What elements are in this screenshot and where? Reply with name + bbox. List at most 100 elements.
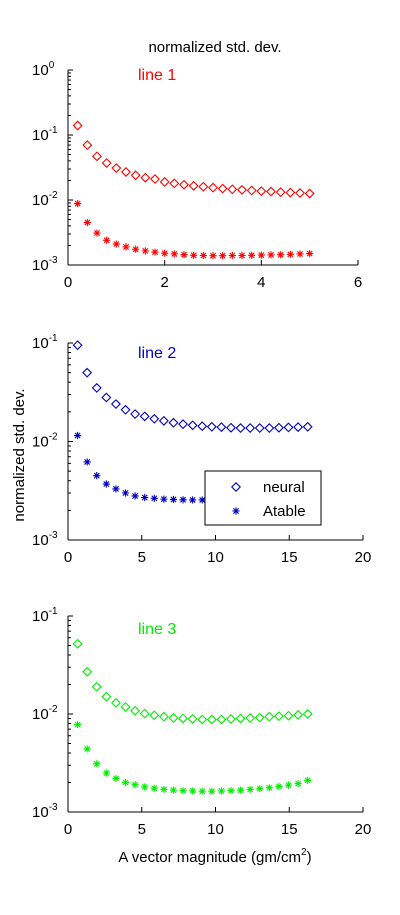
- data-point-star: [169, 495, 178, 504]
- data-point-diamond: [226, 713, 236, 724]
- data-point-diamond: [304, 188, 315, 199]
- data-point-star: [219, 252, 227, 260]
- data-point-star: [141, 493, 149, 502]
- y-tick-label-exponent: -1: [49, 333, 58, 344]
- data-point-star: [236, 786, 245, 794]
- data-point-star: [93, 229, 101, 237]
- data-point-star: [294, 779, 302, 788]
- data-point-diamond: [111, 163, 122, 174]
- data-point-diamond: [121, 166, 131, 177]
- data-point-diamond: [110, 697, 121, 708]
- data-point-diamond: [101, 691, 112, 702]
- x-tick-label: 6: [354, 274, 362, 291]
- data-point-star: [190, 251, 198, 259]
- x-tick-label: 20: [355, 821, 372, 838]
- y-axis-label: normalized std. dev.: [11, 388, 28, 521]
- data-point-star: [112, 240, 120, 248]
- data-point-star: [83, 745, 91, 753]
- data-point-diamond: [72, 120, 83, 131]
- x-tick-label: 0: [64, 274, 72, 291]
- data-point-star: [199, 251, 207, 260]
- panel-annotation: line 1: [138, 67, 176, 84]
- data-point-diamond: [187, 713, 198, 724]
- legend-marker-diamond: [231, 482, 241, 492]
- data-point-diamond: [130, 705, 141, 716]
- data-point-diamond: [275, 187, 286, 198]
- data-point-diamond: [82, 140, 93, 151]
- x-tick-label: 15: [281, 821, 298, 838]
- data-point-star: [179, 496, 187, 504]
- data-point-diamond: [139, 411, 150, 422]
- data-point-diamond: [169, 178, 180, 189]
- data-point-diamond: [206, 714, 217, 725]
- x-tick-label: 4: [257, 274, 265, 291]
- y-tick-label: 100: [32, 60, 55, 79]
- data-point-star: [112, 485, 120, 493]
- y-tick-label-base: 10: [32, 804, 49, 821]
- data-point-diamond: [227, 184, 238, 195]
- data-point-diamond: [217, 183, 228, 194]
- y-tick-label-base: 10: [32, 608, 49, 625]
- data-point-diamond: [197, 421, 208, 432]
- y-tick-label-base: 10: [32, 434, 49, 451]
- data-point-diamond: [158, 711, 169, 722]
- data-point-star: [141, 247, 149, 255]
- data-point-diamond: [273, 711, 284, 722]
- data-point-diamond: [295, 188, 305, 199]
- data-point-star: [161, 249, 169, 257]
- data-point-star: [275, 782, 283, 791]
- data-point-star: [160, 785, 168, 794]
- data-point-star: [103, 236, 111, 244]
- data-point-star: [102, 480, 110, 488]
- data-point-diamond: [283, 710, 294, 721]
- x-tick-label: 15: [281, 549, 298, 566]
- data-point-diamond: [283, 422, 294, 433]
- data-point-diamond: [208, 182, 218, 193]
- data-point-star: [208, 787, 216, 795]
- data-point-star: [93, 760, 101, 768]
- data-point-star: [217, 787, 225, 795]
- x-tick-label: 10: [207, 549, 224, 566]
- y-tick-label-base: 10: [32, 62, 49, 79]
- data-point-star: [151, 248, 159, 256]
- y-tick-label-base: 10: [32, 335, 49, 352]
- data-point-star: [238, 251, 246, 260]
- y-tick-label-base: 10: [32, 192, 49, 209]
- data-point-diamond: [245, 423, 256, 434]
- data-point-diamond: [254, 712, 265, 723]
- data-point-diamond: [237, 184, 247, 195]
- data-point-star: [267, 251, 275, 259]
- series-star: [74, 200, 314, 260]
- y-tick-label-exponent: -3: [49, 255, 58, 266]
- data-point-star: [277, 251, 285, 259]
- x-axis-label-superscript: 2: [301, 847, 307, 858]
- data-point-diamond: [159, 176, 170, 187]
- y-tick-label-exponent: -1: [49, 606, 58, 617]
- data-point-diamond: [110, 399, 121, 410]
- data-point-diamond: [302, 709, 313, 719]
- legend: neural Atable: [204, 470, 322, 526]
- data-point-star: [160, 495, 168, 503]
- data-point-star: [198, 496, 206, 504]
- y-tick-label-exponent: 0: [49, 60, 55, 71]
- series-diamond: [72, 638, 313, 725]
- data-point-diamond: [235, 713, 246, 724]
- data-point-star: [93, 472, 101, 480]
- data-point-star: [150, 784, 158, 792]
- data-point-diamond: [293, 709, 304, 720]
- data-point-diamond: [178, 419, 189, 430]
- data-point-star: [257, 251, 265, 259]
- series-diamond: [72, 120, 315, 199]
- data-point-diamond: [72, 638, 83, 649]
- data-point-star: [246, 785, 254, 794]
- data-point-diamond: [285, 187, 296, 198]
- data-point-diamond: [150, 174, 160, 185]
- data-point-star: [228, 251, 236, 260]
- data-point-star: [169, 786, 178, 794]
- data-point-star: [284, 781, 293, 789]
- y-tick-label-exponent: -2: [49, 190, 58, 201]
